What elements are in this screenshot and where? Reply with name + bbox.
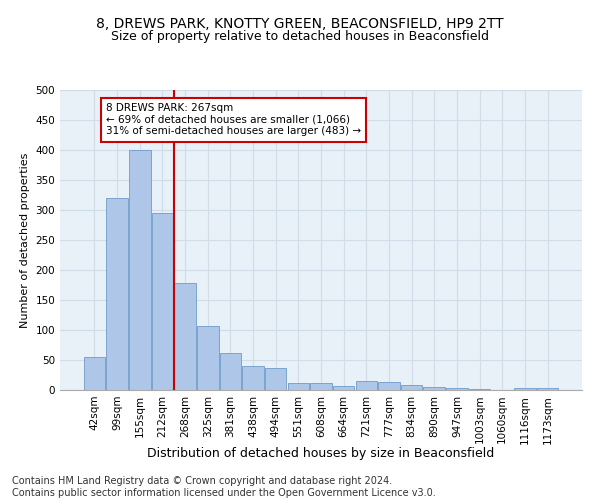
Bar	[265, 368, 286, 390]
Bar	[401, 385, 422, 390]
Bar	[106, 198, 128, 390]
Bar	[175, 283, 196, 390]
Bar	[537, 388, 558, 390]
Bar	[242, 366, 264, 390]
Bar	[446, 388, 467, 390]
Bar	[129, 150, 151, 390]
Bar	[310, 384, 332, 390]
Bar	[152, 213, 173, 390]
Bar	[84, 357, 105, 390]
Text: 8 DREWS PARK: 267sqm
← 69% of detached houses are smaller (1,066)
31% of semi-de: 8 DREWS PARK: 267sqm ← 69% of detached h…	[106, 103, 361, 136]
Bar	[378, 382, 400, 390]
Text: Size of property relative to detached houses in Beaconsfield: Size of property relative to detached ho…	[111, 30, 489, 43]
Text: Distribution of detached houses by size in Beaconsfield: Distribution of detached houses by size …	[148, 448, 494, 460]
Bar	[356, 381, 377, 390]
Text: Contains HM Land Registry data © Crown copyright and database right 2024.
Contai: Contains HM Land Registry data © Crown c…	[12, 476, 436, 498]
Bar	[333, 386, 355, 390]
Bar	[424, 387, 445, 390]
Bar	[220, 353, 241, 390]
Text: 8, DREWS PARK, KNOTTY GREEN, BEACONSFIELD, HP9 2TT: 8, DREWS PARK, KNOTTY GREEN, BEACONSFIEL…	[96, 18, 504, 32]
Bar	[197, 326, 218, 390]
Bar	[514, 388, 536, 390]
Bar	[287, 384, 309, 390]
Y-axis label: Number of detached properties: Number of detached properties	[20, 152, 30, 328]
